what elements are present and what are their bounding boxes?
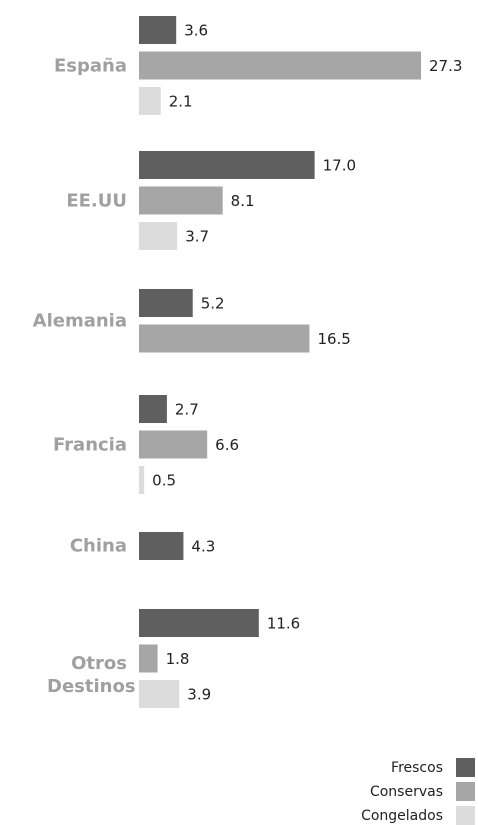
bar: [139, 644, 158, 673]
value-label: 16.5: [317, 330, 350, 348]
value-label: 2.1: [169, 93, 193, 111]
value-label: 3.9: [187, 686, 211, 704]
value-label: 3.6: [184, 22, 208, 40]
bar: [139, 87, 161, 115]
bar: [139, 609, 259, 637]
bar: [139, 532, 184, 560]
value-label: 5.2: [201, 295, 225, 313]
value-label: 2.7: [175, 401, 199, 419]
bar: [139, 680, 180, 708]
bar: [139, 16, 177, 44]
value-label: 4.3: [191, 538, 215, 556]
value-label: 17.0: [323, 157, 356, 175]
legend-swatch: [456, 758, 475, 777]
bar: [139, 186, 223, 215]
value-label: 3.7: [185, 228, 209, 246]
bar: [139, 466, 145, 494]
category-label: Otros Destinos: [47, 652, 136, 697]
legend-label: Frescos: [391, 760, 443, 776]
legend-label: Congelados: [361, 808, 443, 824]
value-label: 8.1: [231, 192, 255, 210]
bar: [139, 151, 315, 179]
legend-swatch: [456, 806, 475, 825]
value-label: 11.6: [267, 615, 300, 633]
legend-swatch: [456, 782, 475, 801]
value-label: 6.6: [215, 436, 239, 454]
category-label: Francia: [53, 434, 127, 455]
category-label: EE.UU: [66, 190, 127, 211]
value-label: 27.3: [429, 57, 462, 75]
legend-label: Conservas: [370, 784, 443, 800]
bar: [139, 395, 167, 423]
category-label: China: [69, 535, 127, 557]
bar: [139, 430, 208, 459]
category-label: Alemania: [32, 310, 127, 332]
bar: [139, 289, 193, 317]
category-label: España: [53, 55, 127, 76]
bar: [139, 324, 310, 353]
bar: [139, 222, 178, 250]
value-label: 1.8: [166, 650, 190, 668]
value-label: 0.5: [152, 472, 176, 490]
bar: [139, 51, 422, 80]
